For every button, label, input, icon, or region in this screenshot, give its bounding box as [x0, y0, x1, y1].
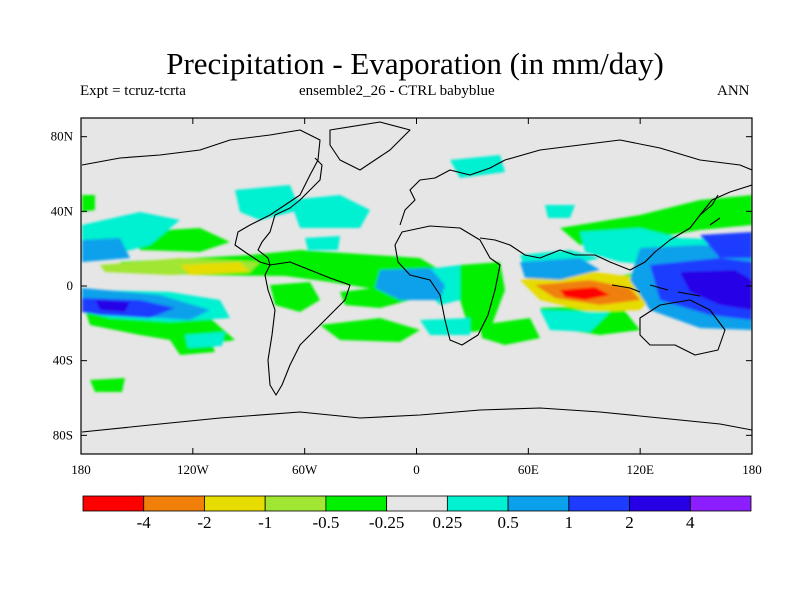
coast-north-america — [81, 129, 323, 266]
colorbar-label: -0.25 — [369, 513, 404, 532]
colorbar-label: 1 — [565, 513, 574, 532]
field-region — [185, 332, 225, 348]
coast-africa — [394, 225, 501, 346]
colorbar-swatch — [325, 495, 388, 512]
field-region — [290, 195, 370, 228]
field-region — [560, 287, 610, 300]
colorbar-label: 0.5 — [497, 513, 518, 532]
y-tick-label: 40N — [51, 203, 74, 218]
field-region — [450, 155, 505, 178]
field-region — [180, 262, 250, 275]
expt-label: Expt = tcruz-tcrta — [80, 83, 186, 99]
colorbar-swatch — [204, 495, 266, 512]
field-region — [520, 258, 600, 280]
colorbar-label: -4 — [137, 513, 152, 532]
colorbar-swatch — [568, 495, 630, 512]
x-tick-label: 60W — [292, 462, 318, 477]
coast-asia — [479, 139, 752, 271]
coast-europe — [399, 159, 506, 226]
colorbar-swatch — [82, 495, 145, 512]
colorbar-swatch — [386, 495, 448, 512]
x-tick-label: 0 — [413, 462, 420, 477]
plot-title: Precipitation - Evaporation (in mm/day) — [166, 46, 664, 81]
colorbar-swatch — [507, 495, 570, 512]
colorbar-label: -2 — [197, 513, 211, 532]
y-tick-label: 40S — [53, 353, 73, 368]
x-tick-label: 60E — [518, 462, 539, 477]
field-region — [375, 268, 445, 300]
coast-south-america — [264, 261, 351, 396]
coast-australia — [639, 299, 726, 356]
colorbar-label: 4 — [686, 513, 695, 532]
field-region — [320, 318, 420, 342]
field-region — [460, 262, 505, 332]
colorbar-swatch — [264, 495, 327, 512]
field-region — [305, 236, 340, 250]
colorbar-label: -1 — [258, 513, 272, 532]
field-region — [82, 195, 95, 212]
coast-greenland — [329, 121, 411, 171]
colorbar: -4 -2 -1 -0.5 -0.25 0.25 0.5 1 2 4 — [82, 495, 752, 532]
coast-antarctica — [81, 407, 752, 433]
colorbar-swatch — [629, 495, 691, 512]
colorbar-label: 0.25 — [432, 513, 462, 532]
coast-indonesia — [611, 284, 701, 297]
x-tick-label: 180 — [71, 462, 91, 477]
y-tick-label: 0 — [67, 278, 74, 293]
field-region — [680, 270, 752, 310]
field-region — [270, 282, 320, 312]
ensemble-label: ensemble2_26 - CTRL babyblue — [299, 83, 495, 99]
colorbar-swatch — [689, 495, 752, 512]
field-region — [420, 318, 470, 335]
y-tick-label: 80S — [53, 427, 73, 442]
field-region — [700, 232, 752, 258]
x-tick-label: 180 — [742, 462, 762, 477]
x-axis: 180 120W 60W 0 60E 120E 180 — [71, 118, 762, 477]
y-axis: 80N 40N 0 40S 80S — [51, 129, 752, 442]
field-region — [90, 378, 125, 392]
colorbar-swatch — [143, 495, 205, 512]
precip-evap-field — [82, 155, 752, 392]
coast-japan — [699, 194, 721, 226]
x-tick-label: 120W — [177, 462, 210, 477]
colorbar-label: -0.5 — [312, 513, 339, 532]
field-region — [480, 318, 540, 345]
x-tick-label: 120E — [626, 462, 654, 477]
season-label: ANN — [717, 83, 750, 99]
field-region — [540, 310, 610, 332]
field-region — [82, 238, 130, 262]
field-region — [545, 205, 575, 218]
coastlines — [81, 121, 752, 433]
colorbar-swatch — [446, 495, 509, 512]
y-tick-label: 80N — [51, 129, 74, 144]
colorbar-label: 2 — [625, 513, 634, 532]
field-region — [95, 300, 130, 312]
